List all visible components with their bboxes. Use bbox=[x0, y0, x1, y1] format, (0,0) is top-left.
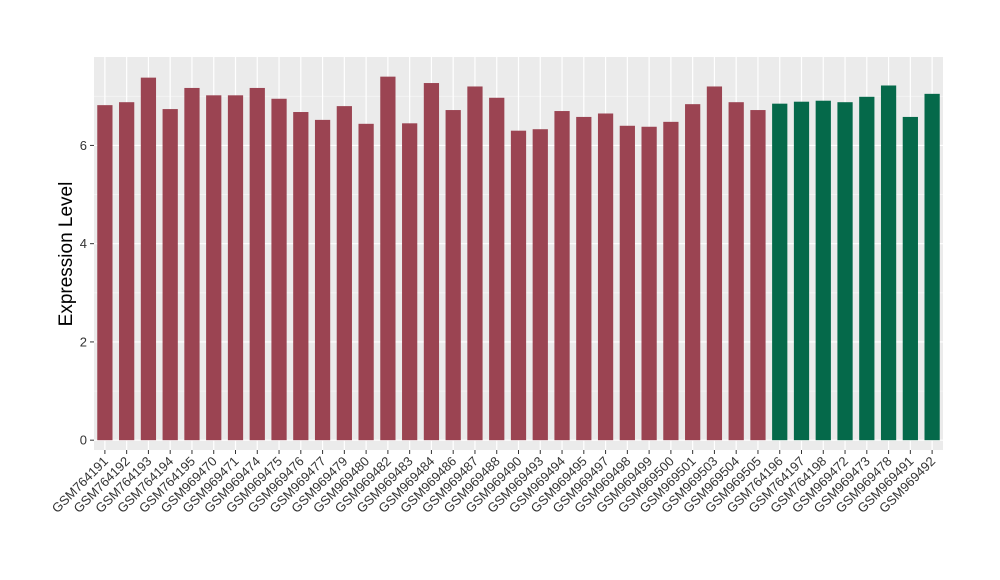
y-tick-label: 2 bbox=[80, 334, 87, 349]
bar-gsm969491 bbox=[902, 116, 918, 441]
bar-gsm764193 bbox=[140, 77, 157, 441]
bar-gsm969495 bbox=[576, 116, 592, 441]
y-tick-label: 4 bbox=[80, 236, 87, 251]
bar-gsm969499 bbox=[641, 126, 657, 441]
y-axis-title: Expression Level bbox=[56, 182, 77, 327]
bar-gsm969505 bbox=[750, 110, 766, 441]
bar-gsm969474 bbox=[249, 87, 265, 441]
bar-gsm969484 bbox=[423, 83, 440, 441]
bar-gsm969480 bbox=[358, 123, 374, 441]
bar-gsm969500 bbox=[663, 121, 679, 441]
bar-gsm969492 bbox=[924, 93, 940, 441]
bar-gsm969479 bbox=[336, 106, 352, 441]
bar-gsm969472 bbox=[837, 102, 853, 441]
bar-gsm969482 bbox=[380, 76, 396, 441]
bar-gsm969488 bbox=[489, 97, 505, 441]
bar-gsm969487 bbox=[467, 86, 483, 441]
y-tick-label: 0 bbox=[80, 433, 87, 448]
bar-gsm969486 bbox=[445, 110, 461, 441]
bar-gsm764198 bbox=[815, 100, 831, 441]
bar-gsm969473 bbox=[859, 96, 875, 441]
bar-gsm969503 bbox=[706, 86, 723, 441]
bars bbox=[97, 76, 940, 441]
bar-gsm969470 bbox=[206, 95, 222, 441]
x-axis: GSM764191GSM764192GSM764193GSM764194GSM7… bbox=[49, 450, 938, 516]
bar-gsm969478 bbox=[880, 85, 897, 441]
bar-gsm969476 bbox=[293, 112, 309, 441]
bar-gsm969471 bbox=[227, 95, 244, 441]
bar-gsm764192 bbox=[119, 102, 135, 441]
bar-gsm764196 bbox=[772, 103, 788, 441]
bar-gsm969498 bbox=[619, 125, 635, 441]
y-axis: 0 2 4 6 bbox=[80, 138, 94, 448]
bar-gsm764195 bbox=[184, 87, 200, 441]
bar-gsm969477 bbox=[314, 119, 331, 441]
bar-gsm764194 bbox=[162, 109, 178, 441]
bar-gsm969494 bbox=[554, 111, 570, 441]
bar-gsm969497 bbox=[597, 113, 614, 441]
bar-gsm969490 bbox=[510, 130, 527, 441]
bar-gsm764197 bbox=[793, 101, 810, 441]
bar-gsm764191 bbox=[97, 105, 113, 441]
bar-gsm969475 bbox=[271, 98, 287, 441]
bar-gsm969493 bbox=[532, 129, 548, 441]
y-tick-label: 6 bbox=[80, 138, 87, 153]
bar-gsm969501 bbox=[685, 104, 701, 441]
bar-gsm969483 bbox=[402, 123, 418, 441]
bar-gsm969504 bbox=[728, 102, 744, 441]
